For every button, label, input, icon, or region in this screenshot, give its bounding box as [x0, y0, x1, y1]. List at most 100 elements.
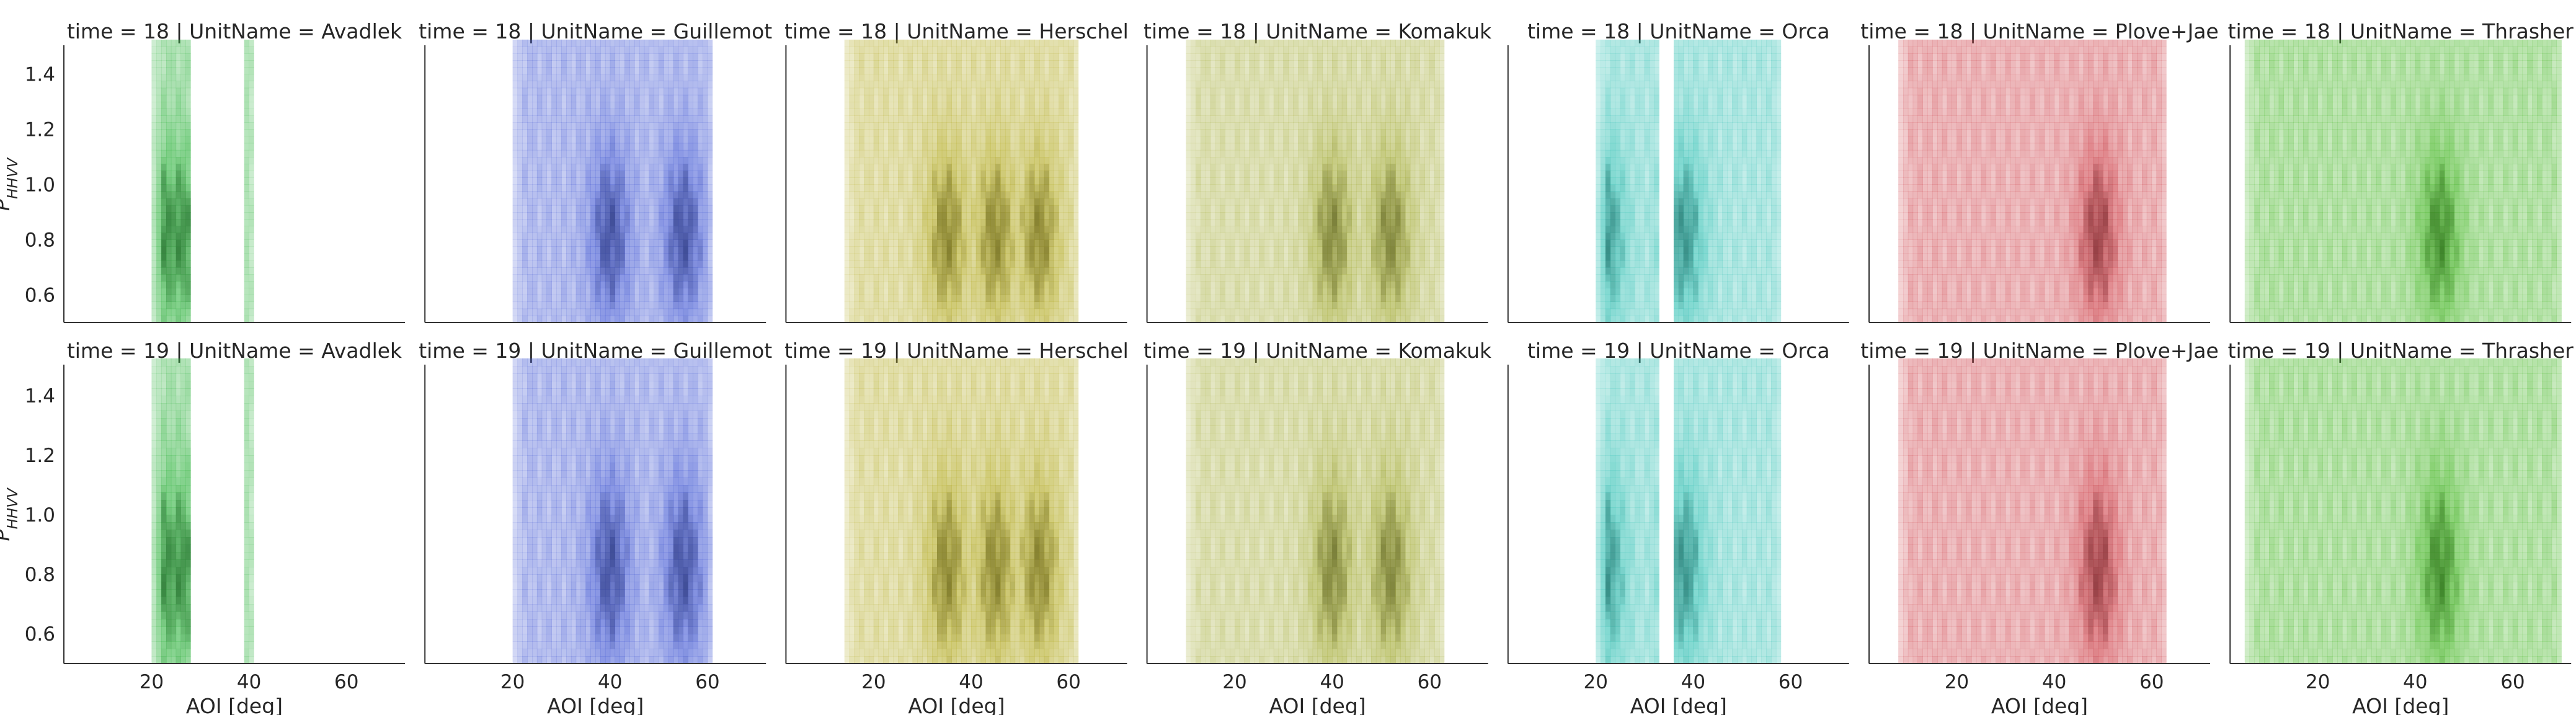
heatmap-cell — [556, 122, 561, 130]
heatmap-cell — [874, 53, 879, 61]
heatmap-cell — [156, 81, 161, 89]
heatmap-cell — [971, 288, 976, 295]
heatmap-cell — [522, 205, 527, 213]
heatmap-cell — [854, 150, 859, 158]
heatmap-cell — [185, 81, 190, 89]
heatmap-cell — [551, 309, 556, 316]
heatmap-cell — [688, 171, 693, 178]
heatmap-cell — [610, 60, 615, 68]
heatmap-cell-shade — [1039, 177, 1044, 185]
heatmap-cell — [673, 157, 678, 164]
heatmap-cell — [1064, 88, 1068, 95]
heatmap-cell — [893, 95, 898, 102]
heatmap-cell — [249, 254, 254, 261]
heatmap-cell — [522, 164, 527, 171]
heatmap-cell — [659, 171, 664, 178]
heatmap-cell — [156, 53, 161, 61]
heatmap-cell — [683, 47, 688, 54]
heatmap-cell — [850, 136, 855, 144]
heatmap-cell — [888, 219, 893, 226]
heatmap-cell — [1196, 122, 1201, 130]
heatmap-cell — [522, 309, 527, 316]
heatmap-cell-shade — [1029, 281, 1034, 288]
heatmap-cell — [850, 302, 855, 309]
heatmap-cell — [1059, 60, 1064, 68]
heatmap-cell-shade — [166, 302, 171, 309]
heatmap-cell — [537, 212, 542, 220]
heatmap-cell — [908, 192, 913, 199]
heatmap-cell — [171, 74, 176, 82]
heatmap-cell-shade — [185, 274, 190, 282]
heatmap-cell — [664, 136, 668, 144]
heatmap-cell — [585, 109, 590, 116]
heatmap-cell — [1015, 240, 1020, 247]
heatmap-cell-shade — [1044, 226, 1049, 233]
heatmap-cell-shade — [668, 240, 673, 247]
heatmap-cell — [654, 47, 659, 54]
heatmap-cell — [176, 60, 181, 68]
heatmap-cell — [1024, 60, 1029, 68]
heatmap-cell — [517, 309, 522, 316]
heatmap-cell — [845, 205, 850, 213]
heatmap-cell — [649, 295, 654, 303]
heatmap-cell — [879, 40, 884, 47]
heatmap-cell-shade — [673, 247, 678, 254]
heatmap-cell — [1191, 130, 1196, 137]
heatmap-cell — [976, 40, 981, 47]
heatmap-cell — [869, 74, 874, 82]
heatmap-cell-shade — [1034, 212, 1039, 220]
heatmap-cell — [659, 281, 664, 288]
heatmap-cell-shade — [932, 247, 937, 254]
heatmap-cell — [1029, 143, 1034, 151]
heatmap-cell — [249, 109, 254, 116]
heatmap-cell — [976, 164, 981, 171]
heatmap-cell — [922, 115, 927, 123]
heatmap-cell — [600, 150, 605, 158]
heatmap-cell — [932, 81, 937, 89]
heatmap-cell — [522, 219, 527, 226]
heatmap-cell — [1196, 247, 1201, 254]
heatmap-cell-shade — [659, 212, 664, 220]
heatmap-cell — [571, 102, 576, 109]
heatmap-cell — [1029, 102, 1034, 109]
heatmap-cell — [903, 233, 908, 240]
heatmap-cell — [908, 267, 913, 275]
heatmap-cell — [908, 226, 913, 233]
heatmap-cell-shade — [956, 281, 961, 288]
heatmap-cell — [566, 122, 571, 130]
heatmap-cell-shade — [673, 185, 678, 192]
heatmap-cell — [522, 47, 527, 54]
heatmap-cell — [913, 247, 918, 254]
heatmap-cell — [649, 212, 654, 220]
heatmap-cell — [634, 247, 639, 254]
heatmap-cell — [673, 40, 678, 47]
heatmap-cell — [590, 260, 595, 268]
heatmap-cell — [1054, 240, 1059, 247]
heatmap-cell — [893, 143, 898, 151]
heatmap-cell — [874, 185, 879, 192]
heatmap-cell — [913, 205, 918, 213]
heatmap-cell — [942, 74, 947, 82]
heatmap-cell — [151, 267, 156, 275]
heatmap-cell — [581, 247, 586, 254]
heatmap-cell — [610, 164, 615, 171]
heatmap-cell — [942, 102, 947, 109]
heatmap-cell — [542, 212, 547, 220]
heatmap-cell — [854, 233, 859, 240]
heatmap-cell — [537, 295, 542, 303]
heatmap-cell — [1029, 60, 1034, 68]
heatmap-cell — [703, 316, 708, 323]
heatmap-cell — [1196, 226, 1201, 233]
heatmap-cell — [893, 67, 898, 74]
heatmap-cell — [624, 192, 629, 199]
heatmap-cell — [556, 295, 561, 303]
heatmap-cell-shade — [1039, 219, 1044, 226]
heatmap-cell — [620, 53, 624, 61]
heatmap-cell — [874, 288, 879, 295]
heatmap-cell — [517, 74, 522, 82]
heatmap-cell-shade — [1034, 288, 1039, 295]
heatmap-cell — [547, 309, 552, 316]
heatmap-cell — [1054, 74, 1059, 82]
heatmap-cell — [688, 95, 693, 102]
heatmap-cell — [532, 309, 537, 316]
